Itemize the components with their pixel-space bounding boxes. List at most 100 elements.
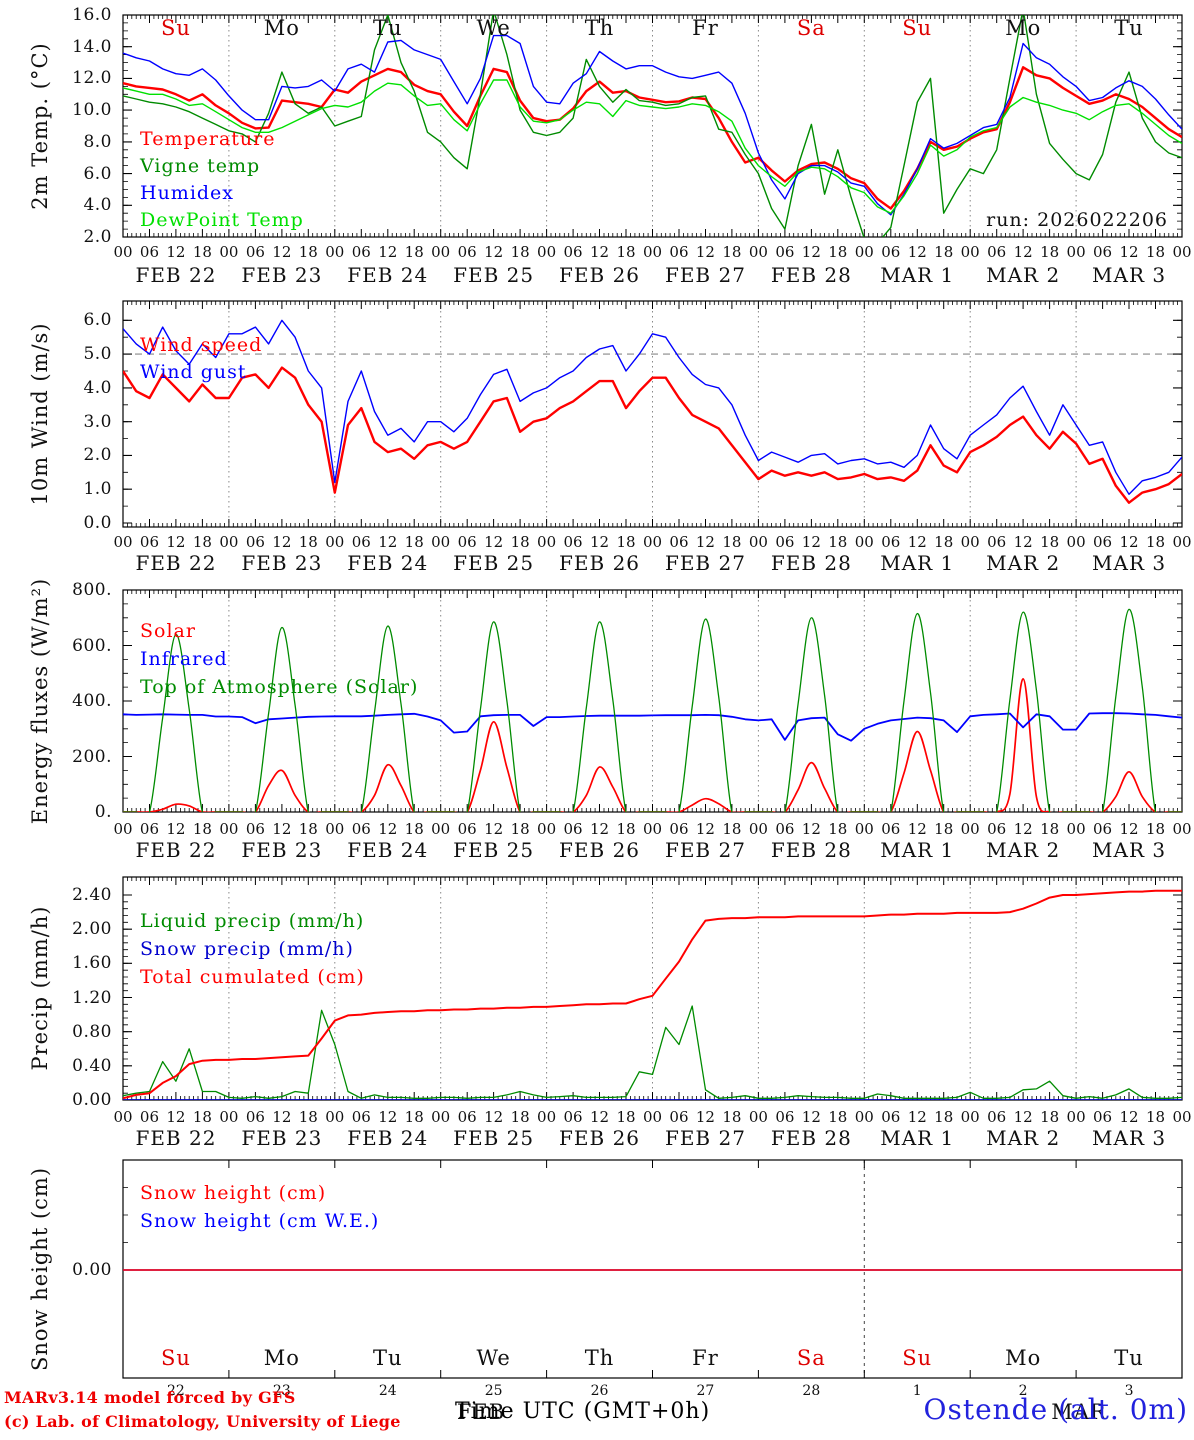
legend-infrared: Infrared bbox=[140, 648, 228, 670]
hour-tick-label: 06 bbox=[245, 533, 265, 551]
hour-tick-label: 00 bbox=[1066, 820, 1086, 838]
series-infrared-line bbox=[123, 712, 1182, 742]
hour-tick-label: 00 bbox=[113, 820, 133, 838]
hour-tick-label: 06 bbox=[1093, 820, 1113, 838]
hour-tick-label: 18 bbox=[616, 820, 636, 838]
date-label: FEB 24 bbox=[347, 1126, 429, 1150]
y-tick-label: 16.0 bbox=[72, 5, 112, 25]
hour-tick-label: 12 bbox=[801, 533, 821, 551]
date-label: FEB 28 bbox=[770, 551, 852, 575]
hour-tick-label: 00 bbox=[854, 820, 874, 838]
hour-tick-label: 06 bbox=[245, 820, 265, 838]
hour-tick-label: 12 bbox=[907, 243, 927, 261]
hour-tick-label: 12 bbox=[695, 820, 715, 838]
hour-tick-label: 12 bbox=[1119, 243, 1139, 261]
hour-tick-label: 18 bbox=[298, 820, 318, 838]
hour-tick-label: 12 bbox=[378, 1108, 398, 1126]
day-number-label: 26 bbox=[590, 1383, 609, 1399]
hour-tick-label: 12 bbox=[801, 243, 821, 261]
hour-tick-label: 12 bbox=[484, 1108, 504, 1126]
hour-tick-label: 00 bbox=[1172, 1108, 1192, 1126]
hour-tick-label: 18 bbox=[616, 533, 636, 551]
hour-tick-label: 00 bbox=[431, 243, 451, 261]
date-label: FEB 26 bbox=[559, 1126, 641, 1150]
legend-vigne-temp: Vigne temp bbox=[140, 155, 261, 177]
hour-tick-label: 18 bbox=[192, 243, 212, 261]
hour-tick-label: 00 bbox=[854, 1108, 874, 1126]
hour-tick-label: 06 bbox=[563, 533, 583, 551]
hour-tick-label: 00 bbox=[642, 243, 663, 261]
y-tick-label: 200. bbox=[72, 746, 112, 767]
hour-tick-label: 12 bbox=[1119, 820, 1139, 838]
hour-tick-label: 12 bbox=[590, 820, 610, 838]
day-number-label: 1 bbox=[912, 1383, 922, 1399]
hour-tick-label: 00 bbox=[219, 533, 239, 551]
hour-tick-label: 00 bbox=[113, 533, 133, 551]
date-label: MAR 3 bbox=[1092, 551, 1167, 575]
hour-tick-label: 00 bbox=[431, 533, 451, 551]
hour-tick-label: 06 bbox=[457, 533, 477, 551]
series-humidex-line bbox=[123, 34, 1182, 216]
hour-tick-label: 18 bbox=[722, 533, 742, 551]
day-label: Mo bbox=[263, 16, 300, 40]
hour-tick-label: 18 bbox=[404, 820, 424, 838]
hour-tick-label: 00 bbox=[537, 533, 557, 551]
legend-wind-speed: Wind speed bbox=[140, 334, 263, 356]
hour-tick-label: 18 bbox=[510, 820, 530, 838]
run-label: run: 2026022206 bbox=[986, 209, 1168, 231]
hour-tick-label: 12 bbox=[484, 820, 504, 838]
hour-tick-label: 06 bbox=[563, 243, 583, 261]
hour-tick-label: 12 bbox=[907, 1108, 927, 1126]
legend-snow-height-we: Snow height (cm W.E.) bbox=[140, 1210, 380, 1232]
hour-tick-label: 18 bbox=[934, 533, 954, 551]
y-tick-label: 600. bbox=[72, 635, 112, 656]
hour-tick-label: 18 bbox=[510, 1108, 530, 1126]
hour-tick-label: 06 bbox=[1093, 1108, 1113, 1126]
hour-tick-label: 18 bbox=[828, 1108, 848, 1126]
hour-tick-label: 00 bbox=[748, 243, 768, 261]
date-label: FEB 23 bbox=[241, 263, 323, 287]
panel-temp2m bbox=[122, 14, 1183, 238]
model-credit-line: MARv3.14 model forced by GFS bbox=[4, 1388, 296, 1407]
hour-tick-label: 06 bbox=[139, 243, 160, 261]
date-label: MAR 2 bbox=[986, 838, 1061, 862]
date-label: FEB 25 bbox=[453, 551, 535, 575]
day-label: Tu bbox=[372, 1346, 403, 1370]
y-tick-label: 800. bbox=[72, 580, 112, 600]
laboratory-credit-line: (c) Lab. of Climatology, University of L… bbox=[4, 1412, 401, 1431]
day-number-label: 23 bbox=[272, 1383, 291, 1399]
y-tick-label: 0.00 bbox=[72, 1260, 112, 1280]
hour-tick-label: 06 bbox=[881, 243, 901, 261]
date-label: FEB 22 bbox=[135, 551, 217, 575]
hour-tick-label: 12 bbox=[272, 533, 292, 551]
y-tick-label: 1.20 bbox=[72, 987, 112, 1008]
hour-tick-label: 00 bbox=[1066, 243, 1086, 261]
hour-tick-label: 18 bbox=[1145, 243, 1166, 261]
hour-tick-label: 00 bbox=[537, 820, 557, 838]
hour-tick-label: 18 bbox=[510, 243, 530, 261]
date-label: MAR 1 bbox=[880, 838, 955, 862]
date-label: FEB 25 bbox=[453, 263, 535, 287]
day-label: Fr bbox=[692, 16, 719, 40]
hour-tick-label: 18 bbox=[1040, 533, 1060, 551]
hour-tick-label: 12 bbox=[590, 1108, 610, 1126]
hour-tick-label: 18 bbox=[616, 1108, 636, 1126]
hour-tick-label: 06 bbox=[245, 243, 265, 261]
legend-humidex: Humidex bbox=[140, 182, 235, 204]
date-label: FEB 25 bbox=[453, 838, 535, 862]
hour-tick-label: 00 bbox=[113, 1108, 133, 1126]
date-label: FEB 28 bbox=[770, 1126, 852, 1150]
hour-tick-label: 06 bbox=[669, 820, 689, 838]
date-label: FEB 26 bbox=[559, 838, 641, 862]
hour-tick-label: 00 bbox=[431, 820, 451, 838]
hour-tick-label: 18 bbox=[298, 533, 318, 551]
date-label: FEB 26 bbox=[559, 263, 641, 287]
hour-tick-label: 12 bbox=[590, 243, 610, 261]
hour-tick-label: 00 bbox=[1066, 533, 1086, 551]
hour-tick-label: 00 bbox=[1172, 533, 1192, 551]
hour-tick-label: 18 bbox=[1145, 533, 1166, 551]
hour-tick-label: 12 bbox=[272, 243, 292, 261]
hour-tick-label: 18 bbox=[404, 243, 424, 261]
